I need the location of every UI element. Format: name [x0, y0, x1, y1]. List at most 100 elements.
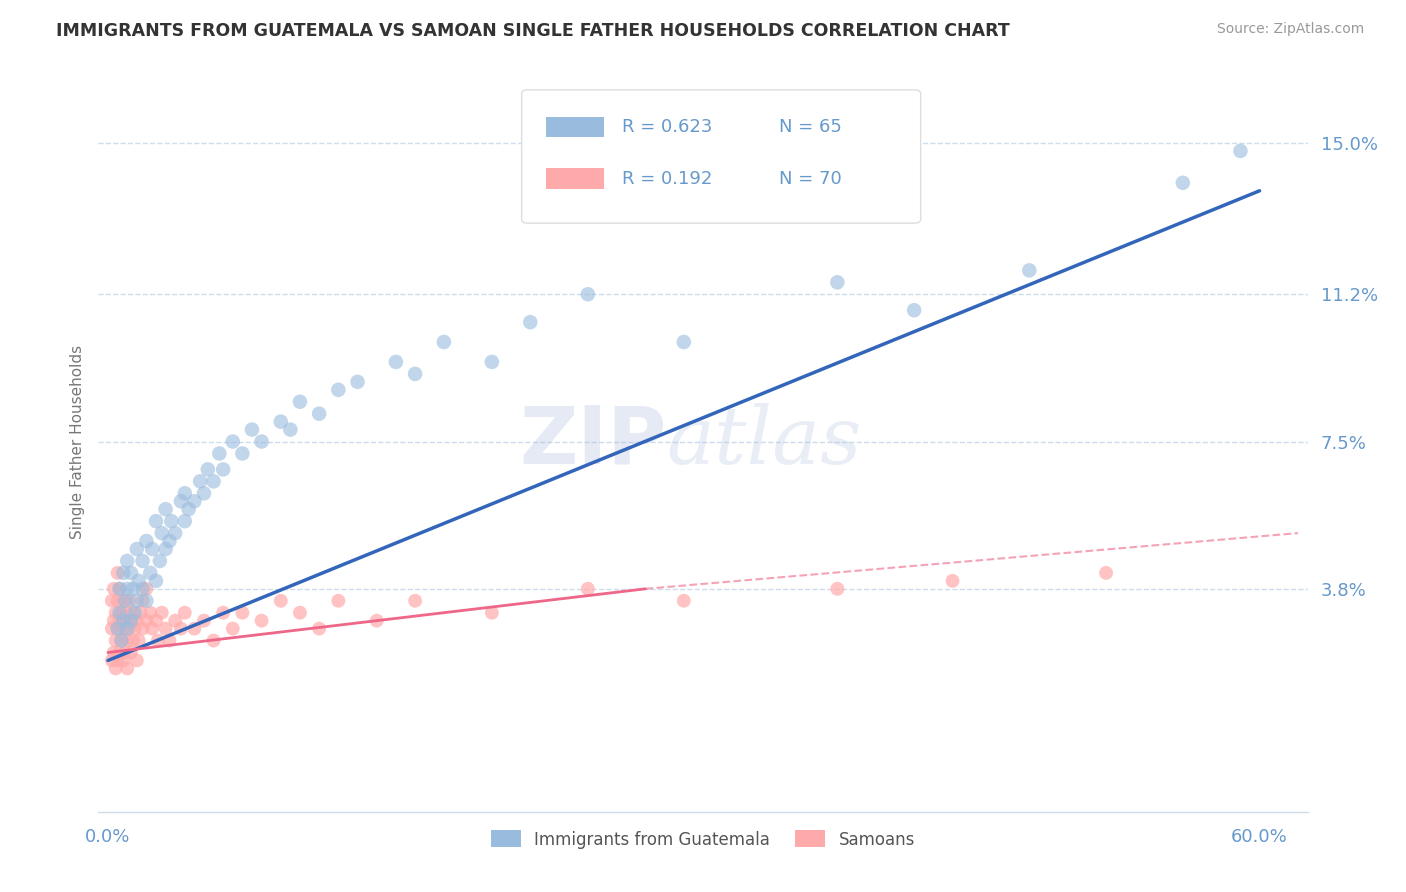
Point [135, 593, 157, 607]
Point [110, 633, 132, 648]
Point [165, 526, 187, 541]
Point [328, 383, 350, 397]
Point [519, 315, 541, 329]
Point [827, 276, 849, 290]
Y-axis label: Single Father Households: Single Father Households [69, 344, 84, 539]
Point [328, 593, 350, 607]
Point [135, 582, 157, 596]
Point [183, 494, 205, 508]
Point [155, 541, 177, 556]
Text: R = 0.192: R = 0.192 [621, 169, 713, 187]
Point [827, 582, 849, 596]
Point [202, 633, 225, 648]
Point [135, 614, 157, 628]
Point [101, 593, 124, 607]
Point [131, 554, 153, 568]
Point [155, 622, 177, 636]
Point [308, 407, 330, 421]
Point [404, 367, 426, 381]
Point [941, 574, 963, 588]
Point [125, 593, 148, 607]
Point [101, 622, 124, 636]
Point [120, 614, 142, 628]
Point [131, 582, 153, 596]
Point [135, 534, 157, 549]
Point [231, 446, 253, 460]
Point [131, 622, 153, 636]
Point [108, 582, 131, 596]
Point [112, 593, 135, 607]
Point [433, 334, 456, 349]
Point [193, 486, 215, 500]
FancyBboxPatch shape [522, 90, 921, 223]
Point [146, 633, 169, 648]
Point [107, 566, 129, 580]
Point [101, 653, 124, 667]
Point [149, 554, 172, 568]
Point [103, 646, 125, 660]
Point [240, 423, 263, 437]
Point [115, 606, 138, 620]
Point [112, 566, 135, 580]
Point [404, 593, 426, 607]
Point [481, 606, 503, 620]
Point [193, 614, 215, 628]
Point [183, 622, 205, 636]
Point [159, 633, 181, 648]
Point [103, 614, 125, 628]
Point [270, 415, 292, 429]
Point [124, 622, 146, 636]
Point [115, 661, 138, 675]
Point [122, 606, 145, 620]
Point [124, 606, 146, 620]
Point [231, 606, 253, 620]
Point [202, 475, 225, 489]
Point [108, 582, 131, 596]
Point [108, 646, 131, 660]
Point [139, 566, 162, 580]
Point [141, 622, 163, 636]
Point [107, 593, 129, 607]
Point [1229, 144, 1251, 158]
Point [125, 541, 148, 556]
Point [107, 653, 129, 667]
Point [173, 514, 195, 528]
Point [110, 606, 132, 620]
Text: IMMIGRANTS FROM GUATEMALA VS SAMOAN SINGLE FATHER HOUSEHOLDS CORRELATION CHART: IMMIGRANTS FROM GUATEMALA VS SAMOAN SING… [56, 22, 1010, 40]
Point [160, 514, 183, 528]
Point [576, 582, 599, 596]
Point [903, 303, 925, 318]
Point [108, 606, 131, 620]
Point [212, 606, 235, 620]
Point [308, 622, 330, 636]
Point [131, 593, 153, 607]
Point [118, 593, 141, 607]
Point [104, 661, 127, 675]
Point [145, 574, 167, 588]
Point [150, 526, 173, 541]
Point [145, 514, 167, 528]
Point [120, 614, 142, 628]
Text: R = 0.623: R = 0.623 [621, 118, 713, 136]
Point [150, 606, 173, 620]
Text: N = 65: N = 65 [779, 118, 842, 136]
Point [125, 614, 148, 628]
Point [672, 334, 695, 349]
Point [250, 614, 273, 628]
Point [280, 423, 302, 437]
Point [125, 653, 148, 667]
Text: atlas: atlas [666, 403, 862, 480]
Point [112, 622, 135, 636]
Point [128, 633, 150, 648]
Point [122, 582, 145, 596]
Point [159, 534, 181, 549]
Point [112, 653, 135, 667]
Point [250, 434, 273, 449]
Point [115, 622, 138, 636]
Point [1018, 263, 1040, 277]
Point [114, 614, 136, 628]
Point [145, 614, 167, 628]
Point [576, 287, 599, 301]
Point [385, 355, 408, 369]
Point [141, 541, 163, 556]
